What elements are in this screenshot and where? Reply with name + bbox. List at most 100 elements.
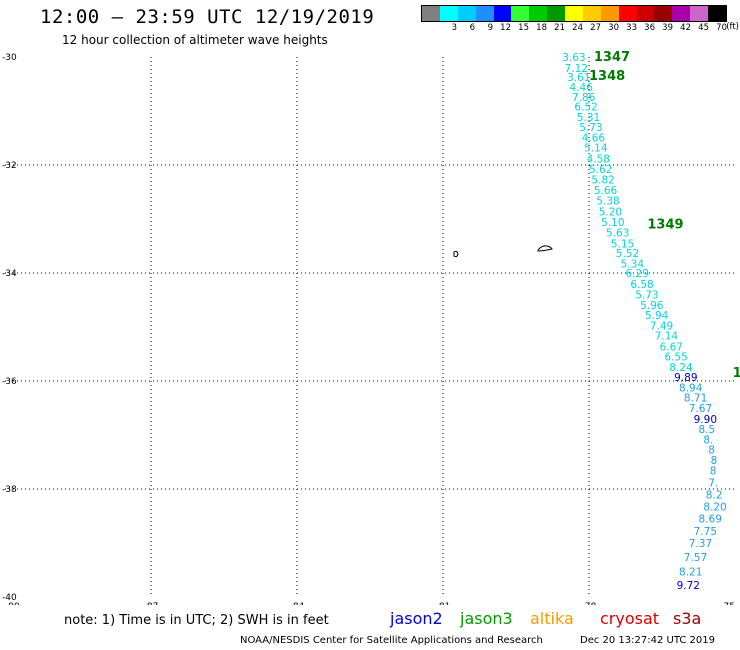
wave-height-reading: 5.34: [621, 258, 645, 270]
islands: [453, 245, 553, 258]
legend-label: 27: [590, 23, 601, 33]
island-small: [453, 250, 459, 258]
legend-swatch: [654, 6, 673, 21]
legend-swatch: [618, 6, 637, 21]
satellite-name: cryosat: [600, 609, 660, 628]
wave-height-reading: 9.72: [677, 580, 700, 592]
wave-height-reading: 8.5: [699, 424, 716, 436]
pass-labels: 1347 1348 1349 1: [589, 50, 740, 381]
legend-swatch: [690, 6, 708, 21]
satellite-name: altika: [530, 609, 574, 628]
pass-number-label: 1347: [594, 50, 630, 65]
wave-height-reading: 9.89: [674, 372, 697, 384]
wave-height-reading: 5.31: [577, 112, 600, 124]
wave-height-reading: 5.62: [589, 164, 612, 176]
wave-height-reading: 7.: [708, 478, 718, 490]
lat-tick-label: -34: [2, 269, 17, 279]
lat-tick-label: -38: [2, 485, 17, 495]
legend-label: 9: [487, 23, 493, 33]
tick-labels: -90 -87 -84 -81 -78 -75 -30 -32 -34 -36 -38 -40: [2, 53, 735, 605]
legend-label: 33: [626, 23, 637, 33]
legend-label: 3: [451, 23, 457, 33]
satellite-name: jason2: [390, 609, 443, 628]
lat-tick-label: -30: [2, 53, 17, 63]
wave-height-reading: 8.20: [703, 501, 726, 513]
wave-height-reading: 7.75: [694, 526, 717, 538]
wave-height-reading: 5.10: [601, 217, 624, 229]
footnote: note: 1) Time is in UTC; 2) SWH is in fe…: [64, 613, 329, 628]
legend-label: 15: [518, 23, 529, 33]
wave-height-reading: 8.: [703, 434, 713, 446]
legend-labels: 3 6 9 12 15 18 21 24 27 30 33 36 39 42 45 70: [421, 23, 727, 33]
pass-number-label: 1: [733, 366, 740, 381]
legend-swatch: [582, 6, 601, 21]
wave-height-reading: 9.90: [694, 414, 717, 426]
lon-tick-label: -75: [720, 602, 735, 605]
legend-swatch: [600, 6, 619, 21]
wave-height-reading: 5.82: [591, 175, 614, 187]
wave-height-reading: 7.57: [684, 552, 707, 564]
legend-unit: (ft): [726, 22, 739, 32]
lon-tick-label: -90: [5, 602, 20, 605]
wave-height-reading: 6.55: [664, 352, 687, 364]
satellite-name: s3a: [673, 609, 702, 628]
wave-height-reading: 5.94: [645, 310, 669, 322]
wave-height-reading: 3.61: [567, 72, 590, 84]
lon-tick-label: -78: [582, 602, 597, 605]
legend-swatch: [547, 6, 565, 21]
altimeter-map: -90 -87 -84 -81 -78 -75 -30 -32 -34 -36 -38 -40 3.6…: [2, 50, 740, 605]
wave-height-reading: 4.58: [587, 154, 610, 166]
wave-height-reading: 8.21: [679, 567, 702, 579]
lat-tick-label: -32: [2, 161, 17, 171]
legend-label: 30: [608, 23, 619, 33]
grid-lines: [5, 57, 735, 597]
wave-height-reading: 6.67: [660, 341, 683, 353]
legend-label: 39: [662, 23, 673, 33]
satellite-name: jason3: [460, 609, 513, 628]
wave-height-reading: 8: [710, 466, 717, 478]
legend-label: 45: [698, 23, 709, 33]
legend-swatch: [636, 6, 655, 21]
legend-swatch: [672, 6, 691, 21]
wave-height-reading: 4.46: [570, 82, 594, 94]
legend-swatch: [439, 6, 458, 21]
lon-tick-label: -87: [144, 602, 159, 605]
legend-swatch: [565, 6, 583, 21]
legend-label: 36: [644, 23, 655, 33]
wave-height-reading: 8: [708, 445, 715, 457]
wave-height-reading: 5.52: [616, 248, 639, 260]
legend-swatch: [493, 6, 512, 21]
legend-label: 6: [469, 23, 475, 33]
lat-tick-label: -40: [2, 593, 17, 603]
wave-height-reading: 7.14: [655, 331, 679, 343]
wave-height-reading: 5.15: [611, 238, 634, 250]
legend-swatch: [457, 6, 476, 21]
legend-label: 70: [716, 23, 727, 33]
wave-height-reading: 5.96: [640, 300, 664, 312]
wave-height-reading: 4.66: [582, 132, 606, 144]
wave-height-reading: 5.14: [584, 143, 608, 155]
footer: note: 1) Time is in UTC; 2) SWH is in fe…: [0, 605, 740, 650]
legend-label: 21: [554, 23, 565, 33]
legend-label: 42: [680, 23, 691, 33]
wave-height-reading: 7.86: [572, 92, 596, 104]
chart-title: 12:00 – 23:59 UTC 12/19/2019: [40, 6, 375, 28]
wave-height-reading: 5.63: [606, 228, 629, 240]
chart-subtitle: 12 hour collection of altimeter wave hei…: [62, 33, 328, 47]
pass-number-label: 1348: [589, 69, 625, 84]
wave-height-reading: 8.24: [669, 362, 693, 374]
wave-height-reading: 5.38: [596, 196, 619, 208]
wave-height-reading: 8.71: [684, 393, 707, 405]
legend-swatch: [475, 6, 494, 21]
pass-number-label: 1349: [647, 217, 683, 232]
legend-swatch: [511, 6, 530, 21]
wave-height-reading: 5.73: [579, 122, 602, 134]
generated-timestamp: Dec 20 13:27:42 UTC 2019: [580, 635, 715, 646]
lon-tick-label: -84: [290, 602, 305, 605]
wave-height-reading: 8: [711, 455, 718, 467]
wave-height-reading: 8.2: [706, 489, 723, 501]
wave-height-reading: 7.37: [689, 538, 712, 550]
island-robinson-crusoe: [537, 245, 553, 252]
wave-height-reading: 7.67: [689, 403, 712, 415]
wave-height-reading: 8.69: [699, 514, 722, 526]
